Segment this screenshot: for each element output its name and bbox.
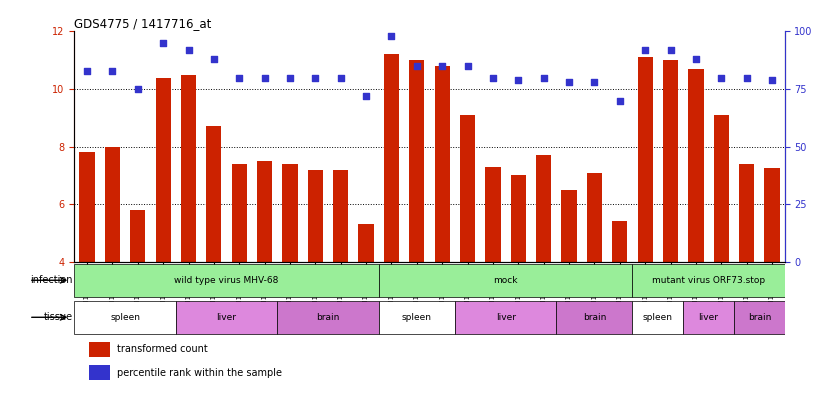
Bar: [764, 168, 780, 262]
Bar: [510, 175, 526, 262]
Bar: [278, 301, 379, 334]
Text: brain: brain: [748, 313, 771, 322]
Point: [80, 68, 93, 74]
Text: GDS4775 / 1417716_at: GDS4775 / 1417716_at: [74, 17, 211, 30]
Point: [157, 40, 170, 46]
Bar: [586, 173, 602, 262]
Bar: [131, 210, 145, 262]
Text: transformed count: transformed count: [117, 344, 207, 354]
Bar: [638, 57, 653, 262]
Point: [588, 79, 601, 85]
Bar: [688, 69, 704, 262]
Point: [537, 74, 550, 81]
Point: [131, 86, 145, 92]
Bar: [460, 115, 475, 262]
Bar: [308, 170, 323, 262]
Bar: [562, 190, 577, 262]
Text: liver: liver: [496, 313, 515, 322]
Bar: [88, 365, 110, 380]
Point: [638, 47, 652, 53]
Bar: [379, 301, 455, 334]
Bar: [455, 301, 557, 334]
Point: [740, 74, 753, 81]
Bar: [88, 342, 110, 356]
Text: mock: mock: [493, 276, 518, 285]
Bar: [231, 164, 247, 262]
Point: [359, 93, 373, 99]
Bar: [379, 264, 633, 297]
Text: liver: liver: [699, 313, 719, 322]
Point: [334, 74, 347, 81]
Bar: [633, 264, 785, 297]
Text: tissue: tissue: [44, 312, 73, 322]
Text: infection: infection: [31, 275, 73, 285]
Point: [283, 74, 297, 81]
Bar: [74, 264, 379, 297]
Bar: [633, 301, 683, 334]
Text: spleen: spleen: [643, 313, 673, 322]
Text: liver: liver: [216, 313, 236, 322]
Bar: [79, 152, 95, 262]
Bar: [734, 301, 785, 334]
Point: [689, 56, 702, 62]
Bar: [257, 161, 273, 262]
Bar: [434, 66, 450, 262]
Bar: [683, 301, 734, 334]
Bar: [176, 301, 278, 334]
Bar: [384, 55, 399, 262]
Point: [563, 79, 576, 85]
Bar: [663, 60, 678, 262]
Bar: [105, 147, 120, 262]
Point: [435, 63, 449, 69]
Bar: [486, 167, 501, 262]
Text: spleen: spleen: [110, 313, 140, 322]
Point: [664, 47, 677, 53]
Point: [258, 74, 271, 81]
Bar: [536, 155, 551, 262]
Bar: [333, 170, 349, 262]
Bar: [206, 127, 221, 262]
Text: spleen: spleen: [401, 313, 432, 322]
Bar: [409, 60, 425, 262]
Text: percentile rank within the sample: percentile rank within the sample: [117, 368, 282, 378]
Point: [487, 74, 500, 81]
Bar: [739, 164, 754, 262]
Bar: [612, 221, 628, 262]
Point: [233, 74, 246, 81]
Point: [182, 47, 195, 53]
Point: [714, 74, 728, 81]
Point: [613, 97, 626, 104]
Point: [461, 63, 474, 69]
Point: [385, 33, 398, 39]
Point: [207, 56, 221, 62]
Bar: [282, 164, 297, 262]
Text: brain: brain: [316, 313, 339, 322]
Text: wild type virus MHV-68: wild type virus MHV-68: [174, 276, 278, 285]
Point: [511, 77, 525, 83]
Bar: [155, 77, 171, 262]
Point: [309, 74, 322, 81]
Bar: [181, 75, 196, 262]
Point: [411, 63, 424, 69]
Bar: [358, 224, 373, 262]
Point: [106, 68, 119, 74]
Text: mutant virus ORF73.stop: mutant virus ORF73.stop: [652, 276, 765, 285]
Bar: [557, 301, 633, 334]
Text: brain: brain: [582, 313, 606, 322]
Bar: [74, 301, 176, 334]
Point: [766, 77, 779, 83]
Bar: [714, 115, 729, 262]
